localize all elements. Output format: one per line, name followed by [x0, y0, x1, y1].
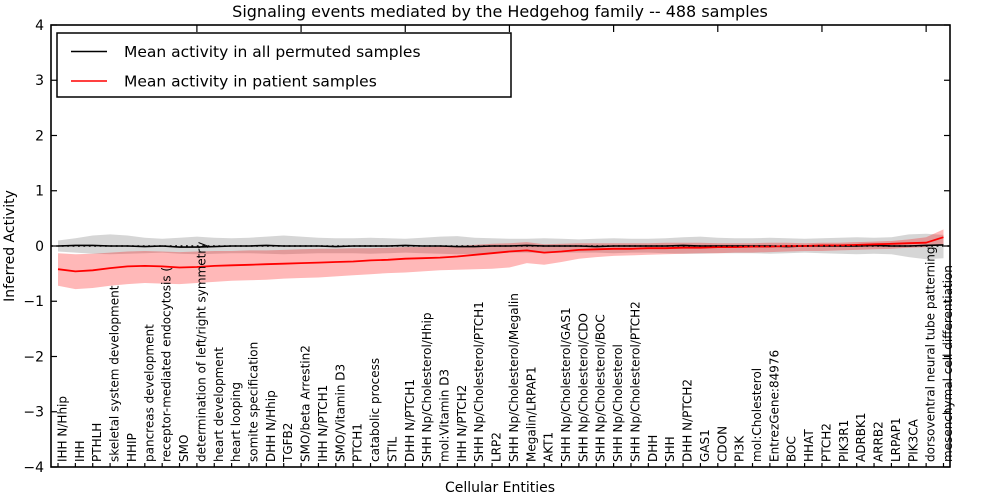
- x-tick-label: GAS1: [698, 429, 712, 462]
- x-tick-label: SHH Np/Cholesterol/BOC: [594, 314, 608, 462]
- x-tick-label: PTCH2: [820, 423, 834, 462]
- x-tick-label: PIK3R1: [837, 420, 851, 462]
- x-tick-label: DHH N/PTCH2: [681, 379, 695, 462]
- axis-ticks: [51, 24, 950, 468]
- legend-label-patient: Mean activity in patient samples: [124, 73, 377, 91]
- x-tick-label: IHH: [73, 440, 87, 462]
- x-tick-label: ADRBK1: [854, 412, 868, 462]
- y-tick-label: 0: [35, 239, 44, 255]
- x-tick-label: heart development: [212, 347, 226, 462]
- x-tick-label: receptor-mediated endocytosis (: [160, 267, 174, 462]
- y-tick-label: 2: [35, 128, 44, 144]
- x-tick-label: PTCH1: [351, 423, 365, 462]
- x-tick-label: ARRB2: [872, 421, 886, 462]
- x-tick-label: BOC: [785, 436, 799, 462]
- x-tick-label: CDON: [715, 426, 729, 462]
- x-tick-label: PIK3CA: [906, 418, 920, 462]
- x-tick-label: EntrezGene:84976: [767, 350, 781, 462]
- x-tick-label: SHH Np/Cholesterol/Megalin: [507, 293, 521, 462]
- x-tick-label: skeletal system development: [108, 285, 122, 462]
- x-tick-label: PTHLH: [90, 423, 104, 462]
- x-tick-label: heart looping: [229, 382, 243, 462]
- x-tick-label: IHH N/PTCH1: [316, 385, 330, 462]
- x-tick-label: TGFB2: [281, 423, 295, 463]
- x-tick-label: Megalin/LRPAP1: [524, 366, 538, 462]
- x-tick-label: mol:Cholesterol: [750, 368, 764, 462]
- x-axis-label: Cellular Entities: [445, 480, 555, 496]
- x-tick-label: SMO/Vitamin D3: [333, 364, 347, 462]
- chart-title: Signaling events mediated by the Hedgeho…: [232, 2, 768, 21]
- x-tick-label: determination of left/right symmetry: [194, 242, 208, 462]
- x-tick-label: dorsoventral neural tube patterning: [924, 246, 938, 462]
- x-tick-label: PI3K: [733, 435, 747, 462]
- x-tick-label: pancreas development: [142, 324, 156, 462]
- x-tick-label: DHH: [646, 435, 660, 462]
- x-tick-label: DHH N/PTCH1: [403, 379, 417, 462]
- mean-activity-lines: [51, 236, 950, 273]
- x-tick-label: SMO/beta Arrestin2: [299, 345, 313, 462]
- x-tick-label: AKT1: [542, 432, 556, 462]
- x-tick-label: DHH N/Hhip: [264, 390, 278, 462]
- x-tick-label: SHH Np/Cholesterol/PTCH2: [629, 301, 643, 462]
- x-tick-label: HHIP: [125, 433, 139, 462]
- x-tick-label: somite specification: [247, 342, 261, 462]
- x-tick-label: mol:Vitamin D3: [438, 369, 452, 462]
- y-tick-label: −3: [23, 405, 44, 421]
- x-tick-label: catabolic process: [368, 358, 382, 462]
- y-tick-label: 3: [35, 73, 44, 89]
- y-tick-label: 1: [35, 184, 44, 200]
- x-tick-label: LRP2: [490, 432, 504, 462]
- x-tick-label: LRPAP1: [889, 417, 903, 462]
- x-tick-labels: IHH N/Hhip IHH PTHLH skeletal system develo…: [56, 242, 956, 463]
- y-tick-label: −1: [23, 294, 44, 310]
- patient-band: [58, 229, 944, 290]
- x-tick-label: STIL: [385, 437, 399, 462]
- legend-label-permuted: Mean activity in all permuted samples: [124, 43, 421, 61]
- confidence-bands: [58, 229, 944, 290]
- x-tick-label: IHH N/PTCH2: [455, 385, 469, 462]
- x-tick-label: SMO: [177, 435, 191, 462]
- x-tick-label: SHH Np/Cholesterol/GAS1: [559, 307, 573, 462]
- x-tick-label: SHH Np/Cholesterol/CDO: [576, 313, 590, 462]
- x-tick-label: SHH: [663, 436, 677, 462]
- y-tick-label: −4: [23, 460, 44, 476]
- patient-mean-line: [57, 236, 944, 273]
- y-tick-labels: 4 3 2 1 0 −1 −2 −3 −4: [23, 18, 44, 476]
- x-tick-label: mesenchymal cell differentiation: [941, 265, 955, 462]
- x-tick-label: SHH Np/Cholesterol/Hhip: [420, 313, 434, 462]
- x-tick-label: HHAT: [802, 429, 816, 462]
- legend: Mean activity in all permuted samples Me…: [56, 32, 512, 98]
- legend-frame: [56, 32, 512, 98]
- x-tick-label: IHH N/Hhip: [56, 396, 70, 462]
- y-axis-label: Inferred Activity: [2, 190, 18, 302]
- y-tick-label: 4: [35, 18, 44, 34]
- y-tick-label: −2: [23, 349, 44, 365]
- x-tick-label: SHH Np/Cholesterol/PTCH1: [472, 301, 486, 462]
- x-tick-label: SHH Np/Cholesterol: [611, 344, 625, 462]
